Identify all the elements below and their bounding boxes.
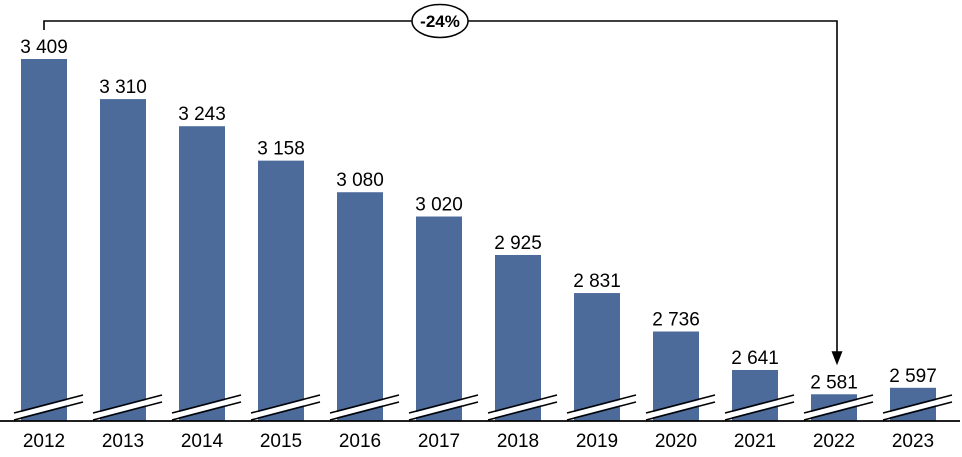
bar-2018 — [495, 254, 541, 421]
value-label-2023: 2 597 — [889, 366, 937, 387]
axis-break-upper-line-2015 — [250, 394, 321, 414]
bar-2016 — [337, 192, 383, 421]
category-label-2015: 2015 — [260, 431, 302, 452]
axis-break-band-2022 — [804, 396, 873, 419]
axis-break-band-2023 — [883, 396, 952, 419]
axis-break-lower-line-2013 — [92, 401, 163, 421]
category-label-2020: 2020 — [655, 431, 697, 452]
axis-break-upper-line-2023 — [882, 394, 953, 414]
axis-break-upper-line-2022 — [803, 394, 874, 414]
axis-break-upper-line-2014 — [171, 394, 242, 414]
axis-break-upper-line-2017 — [408, 394, 479, 414]
axis-break-lower-line-2016 — [329, 401, 400, 421]
bar-2014 — [179, 126, 225, 421]
category-label-2018: 2018 — [497, 431, 539, 452]
value-label-2017: 3 020 — [415, 195, 463, 216]
value-label-2021: 2 641 — [731, 348, 779, 369]
axis-break-lower-line-2022 — [803, 401, 874, 421]
axis-break-band-2020 — [646, 396, 715, 419]
category-label-2021: 2021 — [734, 431, 776, 452]
bar-2013 — [100, 99, 146, 421]
value-label-2013: 3 310 — [99, 77, 147, 98]
value-label-2012: 3 409 — [20, 37, 68, 58]
axis-break-band-2015 — [251, 396, 320, 419]
axis-break-lower-line-2012 — [13, 401, 84, 421]
axis-break-upper-line-2020 — [645, 394, 716, 414]
axis-break-lower-line-2021 — [724, 401, 795, 421]
axis-break-lower-line-2019 — [566, 401, 637, 421]
axis-break-upper-line-2016 — [329, 394, 400, 414]
axis-break-band-2018 — [488, 396, 557, 419]
value-label-2016: 3 080 — [336, 170, 384, 191]
axis-break-lower-line-2023 — [882, 401, 953, 421]
value-label-2022: 2 581 — [810, 372, 858, 393]
axis-break-band-2019 — [567, 396, 636, 419]
bar-2015 — [258, 160, 304, 421]
axis-break-lower-line-2020 — [645, 401, 716, 421]
category-label-2023: 2023 — [892, 431, 934, 452]
category-label-2017: 2017 — [418, 431, 460, 452]
percent-change-label: -24% — [420, 12, 460, 31]
value-label-2014: 3 243 — [178, 104, 226, 125]
axis-break-upper-line-2019 — [566, 394, 637, 414]
category-label-2022: 2022 — [813, 431, 855, 452]
axis-break-band-2014 — [172, 396, 241, 419]
axis-break-lower-line-2014 — [171, 401, 242, 421]
axis-break-band-2021 — [725, 396, 794, 419]
axis-break-band-2017 — [409, 396, 478, 419]
category-label-2019: 2019 — [576, 431, 618, 452]
category-label-2012: 2012 — [23, 431, 65, 452]
value-label-2018: 2 925 — [494, 233, 542, 254]
axis-break-upper-line-2018 — [487, 394, 558, 414]
axis-break-lower-line-2018 — [487, 401, 558, 421]
percent-change-ellipse — [411, 3, 469, 39]
axis-break-band-2013 — [93, 396, 162, 419]
bar-2017 — [416, 216, 462, 421]
axis-break-upper-line-2012 — [13, 394, 84, 414]
axis-break-lower-line-2015 — [250, 401, 321, 421]
bar-2019 — [574, 293, 620, 421]
value-label-2019: 2 831 — [573, 271, 621, 292]
bar-2012 — [21, 59, 67, 421]
arrowhead-icon — [831, 351, 843, 366]
axis-break-upper-line-2013 — [92, 394, 163, 414]
category-label-2014: 2014 — [181, 431, 224, 452]
category-label-2016: 2016 — [339, 431, 381, 452]
value-label-2020: 2 736 — [652, 310, 700, 331]
axis-break-band-2016 — [330, 396, 399, 419]
axis-break-lower-line-2017 — [408, 401, 479, 421]
category-label-2013: 2013 — [102, 431, 144, 452]
axis-break-band-2012 — [14, 396, 83, 419]
axis-break-upper-line-2021 — [724, 394, 795, 414]
value-label-2015: 3 158 — [257, 139, 305, 160]
